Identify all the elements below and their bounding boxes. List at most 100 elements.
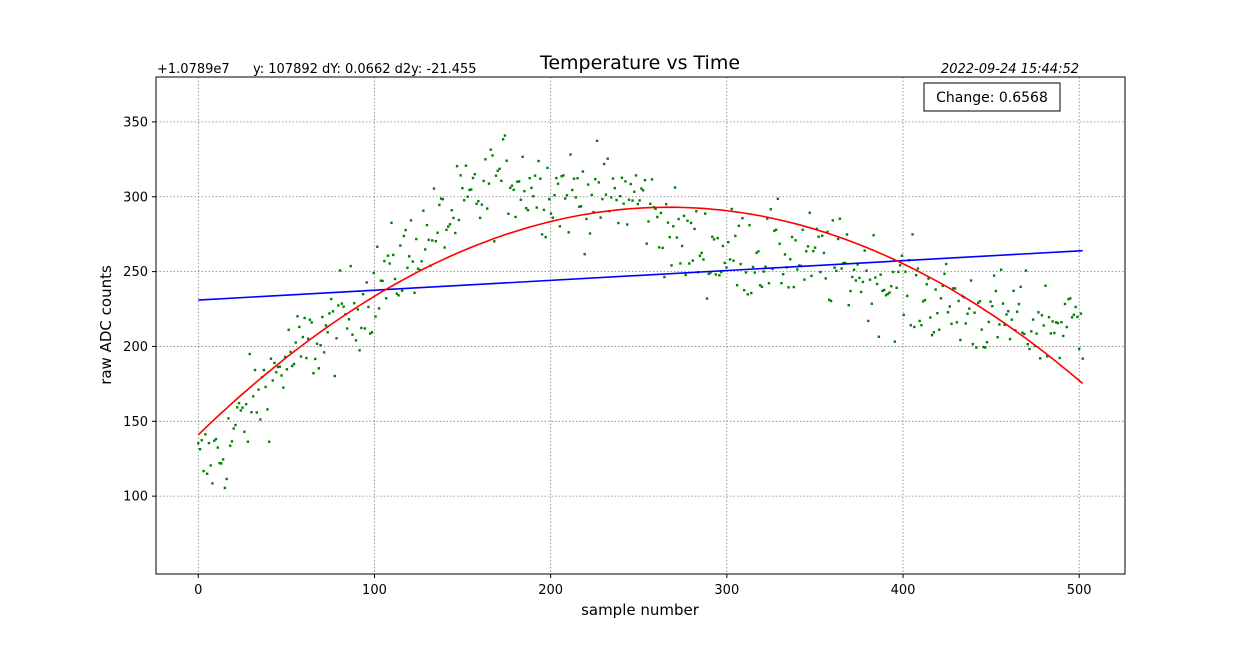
data-point	[998, 323, 1001, 326]
data-point	[916, 267, 920, 270]
data-point	[427, 238, 430, 242]
data-point	[602, 162, 606, 166]
data-point	[914, 274, 918, 277]
data-point	[1074, 305, 1077, 309]
data-point	[606, 157, 609, 160]
data-point	[544, 235, 547, 239]
data-point	[464, 164, 468, 167]
data-point	[509, 186, 512, 190]
data-point	[1070, 316, 1074, 319]
data-point	[893, 340, 897, 343]
data-point	[714, 273, 718, 276]
data-point	[354, 339, 358, 342]
data-point	[918, 319, 921, 323]
data-point	[1060, 320, 1063, 324]
data-point	[773, 229, 776, 233]
data-point	[657, 246, 661, 249]
data-point	[895, 286, 898, 290]
data-point	[1058, 356, 1061, 360]
data-point	[684, 273, 687, 277]
data-point	[379, 279, 383, 282]
data-point	[638, 199, 641, 202]
y-tick-label: 250	[123, 265, 148, 280]
data-point	[473, 172, 476, 176]
data-point	[454, 231, 457, 235]
data-point	[989, 300, 992, 303]
data-point	[395, 292, 398, 295]
data-point	[633, 190, 636, 193]
data-point	[278, 365, 282, 368]
data-point	[299, 355, 303, 358]
annotation-text: Change: 0.6568	[936, 90, 1048, 106]
data-point	[431, 239, 434, 242]
data-point	[423, 248, 427, 251]
ticks: 0 100 200 300 400 500 100 150 200 250 300 350	[123, 115, 1091, 598]
data-point	[221, 458, 225, 461]
data-point	[404, 228, 407, 232]
data-point	[567, 231, 570, 234]
data-point	[1007, 310, 1010, 313]
data-point	[695, 210, 698, 213]
data-point	[762, 270, 765, 273]
data-point	[556, 182, 560, 185]
data-point	[305, 356, 308, 360]
data-point	[1046, 355, 1049, 358]
data-point	[436, 231, 439, 234]
data-point	[679, 262, 682, 265]
data-point	[948, 305, 951, 308]
data-point	[760, 285, 764, 289]
x-tick-label: 0	[194, 583, 202, 598]
data-point	[675, 236, 679, 239]
data-point	[787, 286, 790, 289]
data-point	[491, 154, 494, 157]
data-point	[512, 188, 515, 192]
data-point	[214, 437, 218, 441]
data-point	[900, 254, 904, 257]
data-point	[930, 333, 934, 337]
data-point	[780, 281, 783, 285]
data-point	[1038, 357, 1042, 360]
data-point	[783, 253, 787, 256]
data-point	[551, 216, 554, 219]
data-point	[1049, 332, 1053, 335]
data-point	[781, 273, 785, 276]
data-point	[306, 337, 310, 340]
data-point	[719, 270, 723, 274]
data-point	[369, 332, 372, 335]
data-point	[1010, 318, 1014, 321]
data-point	[620, 176, 624, 179]
data-point	[627, 198, 631, 201]
data-point	[626, 223, 629, 226]
data-point	[753, 271, 757, 274]
data-point	[574, 196, 578, 199]
data-point	[443, 246, 446, 249]
data-point	[243, 430, 246, 433]
data-point	[987, 320, 990, 324]
data-point	[976, 301, 980, 305]
data-point	[478, 216, 482, 220]
data-point	[1079, 312, 1083, 315]
data-point	[937, 328, 941, 331]
data-point	[223, 486, 227, 490]
data-point	[677, 217, 680, 221]
data-point	[838, 217, 842, 220]
data-point	[1076, 315, 1079, 319]
data-point	[897, 270, 900, 274]
data-point	[555, 176, 558, 180]
data-point	[415, 237, 418, 241]
data-point	[611, 177, 615, 180]
data-point	[913, 325, 916, 329]
data-point	[649, 202, 652, 205]
data-point	[672, 225, 675, 228]
data-point	[485, 207, 489, 210]
plot-frame	[155, 76, 1126, 575]
data-point	[494, 174, 498, 177]
data-point	[338, 269, 342, 272]
data-point	[886, 292, 889, 296]
data-point	[505, 159, 508, 162]
data-point	[732, 259, 735, 262]
data-point	[470, 188, 473, 191]
data-point	[953, 287, 957, 290]
data-point	[1030, 330, 1033, 333]
data-point	[565, 194, 569, 197]
